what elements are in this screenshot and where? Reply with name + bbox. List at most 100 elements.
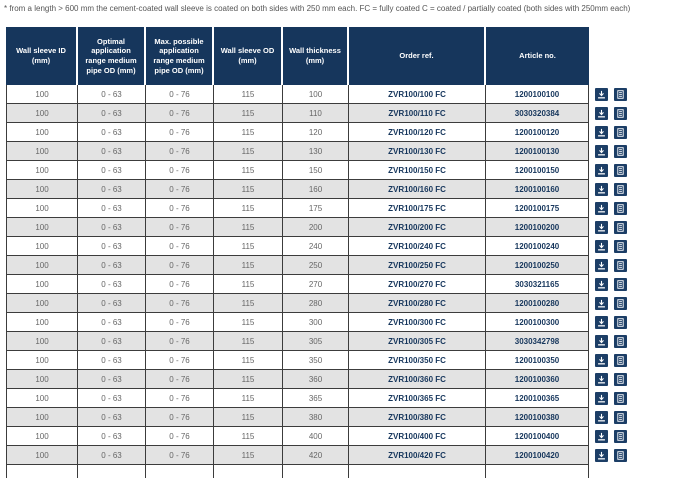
document-button[interactable]: [614, 392, 628, 405]
download-button[interactable]: [595, 354, 608, 367]
download-button[interactable]: [595, 411, 608, 424]
document-button[interactable]: [614, 449, 628, 462]
download-button[interactable]: [595, 259, 608, 272]
cell-article-no: 3030321165: [486, 275, 589, 294]
cell-optimal-range: 0 - 63: [78, 180, 146, 199]
document-button[interactable]: [614, 145, 628, 158]
download-button[interactable]: [595, 373, 608, 386]
cell-order-ref: ZVR100/400 FC: [349, 427, 486, 446]
cell-wall-sleeve-id: 100: [6, 237, 78, 256]
document-button[interactable]: [614, 107, 628, 120]
document-icon: [617, 356, 624, 365]
document-button[interactable]: [614, 430, 628, 443]
cell-article-no: 1200100120: [486, 123, 589, 142]
download-button[interactable]: [595, 297, 608, 310]
document-button[interactable]: [614, 88, 628, 101]
cell-order-ref: ZVR100/280 FC: [349, 294, 486, 313]
document-icon: [617, 185, 624, 194]
download-button[interactable]: [595, 449, 608, 462]
download-icon: [598, 337, 605, 346]
download-button[interactable]: [595, 430, 608, 443]
download-button[interactable]: [595, 240, 608, 253]
document-icon: [617, 261, 624, 270]
row-actions: [589, 275, 632, 294]
cell-wall-sleeve-id: [6, 465, 78, 478]
download-button[interactable]: [595, 164, 608, 177]
cell-wall-sleeve-od: 115: [214, 123, 283, 142]
document-button[interactable]: [614, 278, 628, 291]
download-button[interactable]: [595, 88, 608, 101]
cell-article-no: 1200100360: [486, 370, 589, 389]
document-button[interactable]: [614, 240, 628, 253]
cell-order-ref: ZVR100/350 FC: [349, 351, 486, 370]
download-button[interactable]: [595, 107, 608, 120]
document-button[interactable]: [614, 259, 628, 272]
document-button[interactable]: [614, 335, 628, 348]
cell-wall-thickness: 250: [283, 256, 349, 275]
cell-order-ref: ZVR100/270 FC: [349, 275, 486, 294]
download-icon: [598, 242, 605, 251]
cell-optimal-range: 0 - 63: [78, 351, 146, 370]
cell-wall-sleeve-id: 100: [6, 161, 78, 180]
document-button[interactable]: [614, 373, 628, 386]
document-button[interactable]: [614, 126, 628, 139]
cell-optimal-range: 0 - 63: [78, 389, 146, 408]
download-button[interactable]: [595, 202, 608, 215]
download-button[interactable]: [595, 221, 608, 234]
cell-article-no: 1200100350: [486, 351, 589, 370]
cell-optimal-range: 0 - 63: [78, 218, 146, 237]
download-button[interactable]: [595, 335, 608, 348]
cell-wall-thickness: 360: [283, 370, 349, 389]
row-actions: [589, 465, 632, 478]
cell-optimal-range: 0 - 63: [78, 237, 146, 256]
cell-article-no: [486, 465, 589, 478]
download-icon: [598, 204, 605, 213]
cell-wall-sleeve-od: 115: [214, 389, 283, 408]
document-button[interactable]: [614, 354, 628, 367]
document-button[interactable]: [614, 221, 628, 234]
footnote: * from a length > 600 mm the cement-coat…: [4, 4, 631, 13]
download-button[interactable]: [595, 145, 608, 158]
document-button[interactable]: [614, 183, 628, 196]
cell-wall-sleeve-od: 115: [214, 85, 283, 104]
document-icon: [617, 394, 624, 403]
download-button[interactable]: [595, 183, 608, 196]
cell-article-no: 1200100400: [486, 427, 589, 446]
cell-max-range: 0 - 76: [146, 351, 214, 370]
cell-max-range: 0 - 76: [146, 427, 214, 446]
cell-wall-thickness: 350: [283, 351, 349, 370]
cell-optimal-range: 0 - 63: [78, 408, 146, 427]
document-button[interactable]: [614, 297, 628, 310]
download-icon: [598, 375, 605, 384]
cell-wall-thickness: 175: [283, 199, 349, 218]
download-button[interactable]: [595, 278, 608, 291]
cell-max-range: 0 - 76: [146, 389, 214, 408]
row-actions: [589, 123, 632, 142]
document-button[interactable]: [614, 316, 628, 329]
cell-article-no: 1200100365: [486, 389, 589, 408]
col-header-order-ref: Order ref.: [349, 27, 486, 85]
download-button[interactable]: [595, 392, 608, 405]
cell-optimal-range: 0 - 63: [78, 142, 146, 161]
cell-article-no: 1200100380: [486, 408, 589, 427]
cell-order-ref: ZVR100/175 FC: [349, 199, 486, 218]
document-icon: [617, 204, 624, 213]
document-button[interactable]: [614, 202, 628, 215]
cell-order-ref: ZVR100/120 FC: [349, 123, 486, 142]
table-row-partial: [6, 465, 632, 478]
document-icon: [617, 375, 624, 384]
download-icon: [598, 451, 605, 460]
download-button[interactable]: [595, 316, 608, 329]
row-actions: [589, 142, 632, 161]
cell-wall-thickness: 200: [283, 218, 349, 237]
cell-wall-sleeve-od: 115: [214, 332, 283, 351]
document-button[interactable]: [614, 411, 628, 424]
cell-order-ref: ZVR100/240 FC: [349, 237, 486, 256]
cell-wall-sleeve-od: 115: [214, 275, 283, 294]
cell-article-no: 1200100130: [486, 142, 589, 161]
row-actions: [589, 180, 632, 199]
download-button[interactable]: [595, 126, 608, 139]
document-button[interactable]: [614, 164, 628, 177]
cell-max-range: 0 - 76: [146, 256, 214, 275]
cell-max-range: 0 - 76: [146, 161, 214, 180]
